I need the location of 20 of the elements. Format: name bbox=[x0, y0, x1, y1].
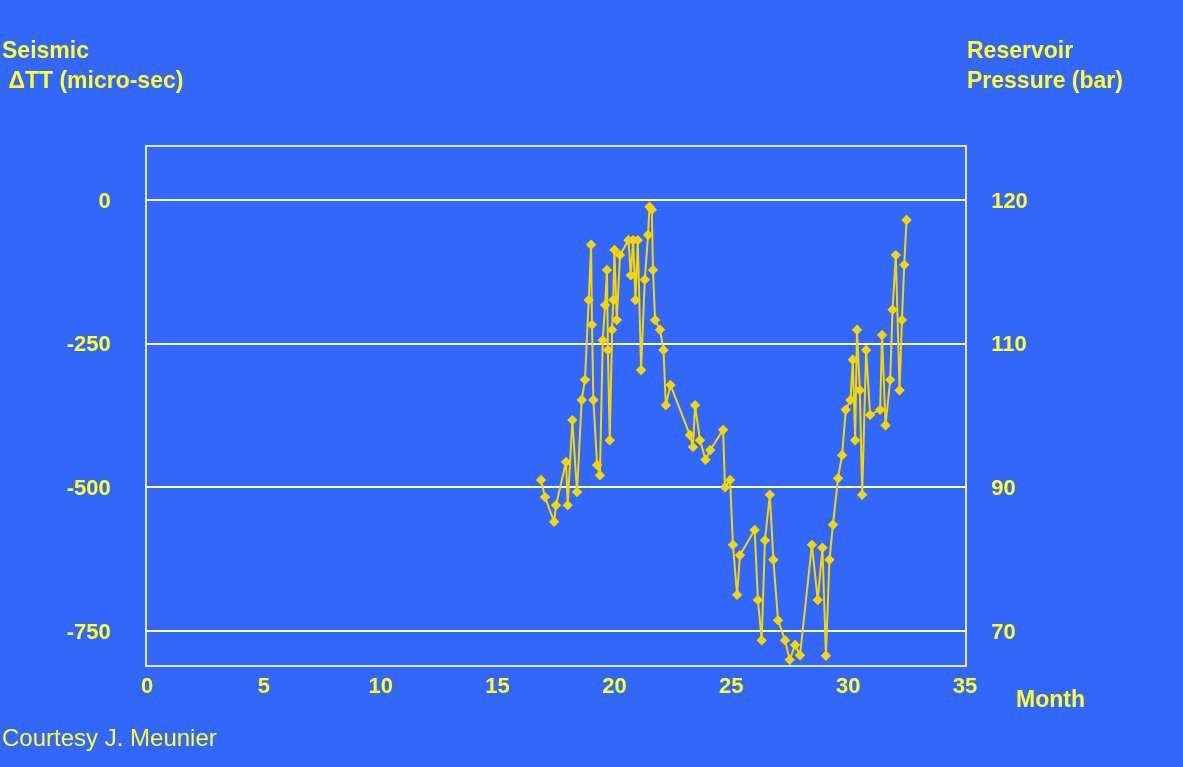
y-tick-label: 0 bbox=[98, 187, 111, 213]
text: Courtesy J. Meunier bbox=[2, 724, 217, 751]
x-tick-label: 0 bbox=[140, 673, 154, 699]
y-tick-label: -250 bbox=[66, 331, 111, 357]
x-tick-label: 15 bbox=[485, 673, 510, 699]
y-axis-title: Seismic ΔTT (micro-sec) bbox=[2, 37, 184, 93]
category-label: 70 bbox=[991, 618, 1016, 644]
category-label: 90 bbox=[991, 475, 1016, 501]
x-tick-label: 35 bbox=[952, 673, 978, 699]
y2-axis-title: Reservoir Pressure (bar) bbox=[967, 37, 1123, 93]
x-axis-title: Month bbox=[1016, 686, 1085, 712]
x-tick-label: 25 bbox=[719, 673, 744, 699]
y-tick-label: -500 bbox=[66, 475, 111, 501]
x-tick-label: 10 bbox=[368, 673, 393, 699]
y-tick-label: -750 bbox=[66, 618, 111, 644]
category-label: 110 bbox=[991, 331, 1027, 357]
x-tick-label: 20 bbox=[602, 673, 627, 699]
category-label: 120 bbox=[991, 187, 1028, 213]
x-tick-label: 30 bbox=[835, 673, 861, 699]
x-tick-label: 5 bbox=[257, 673, 270, 699]
